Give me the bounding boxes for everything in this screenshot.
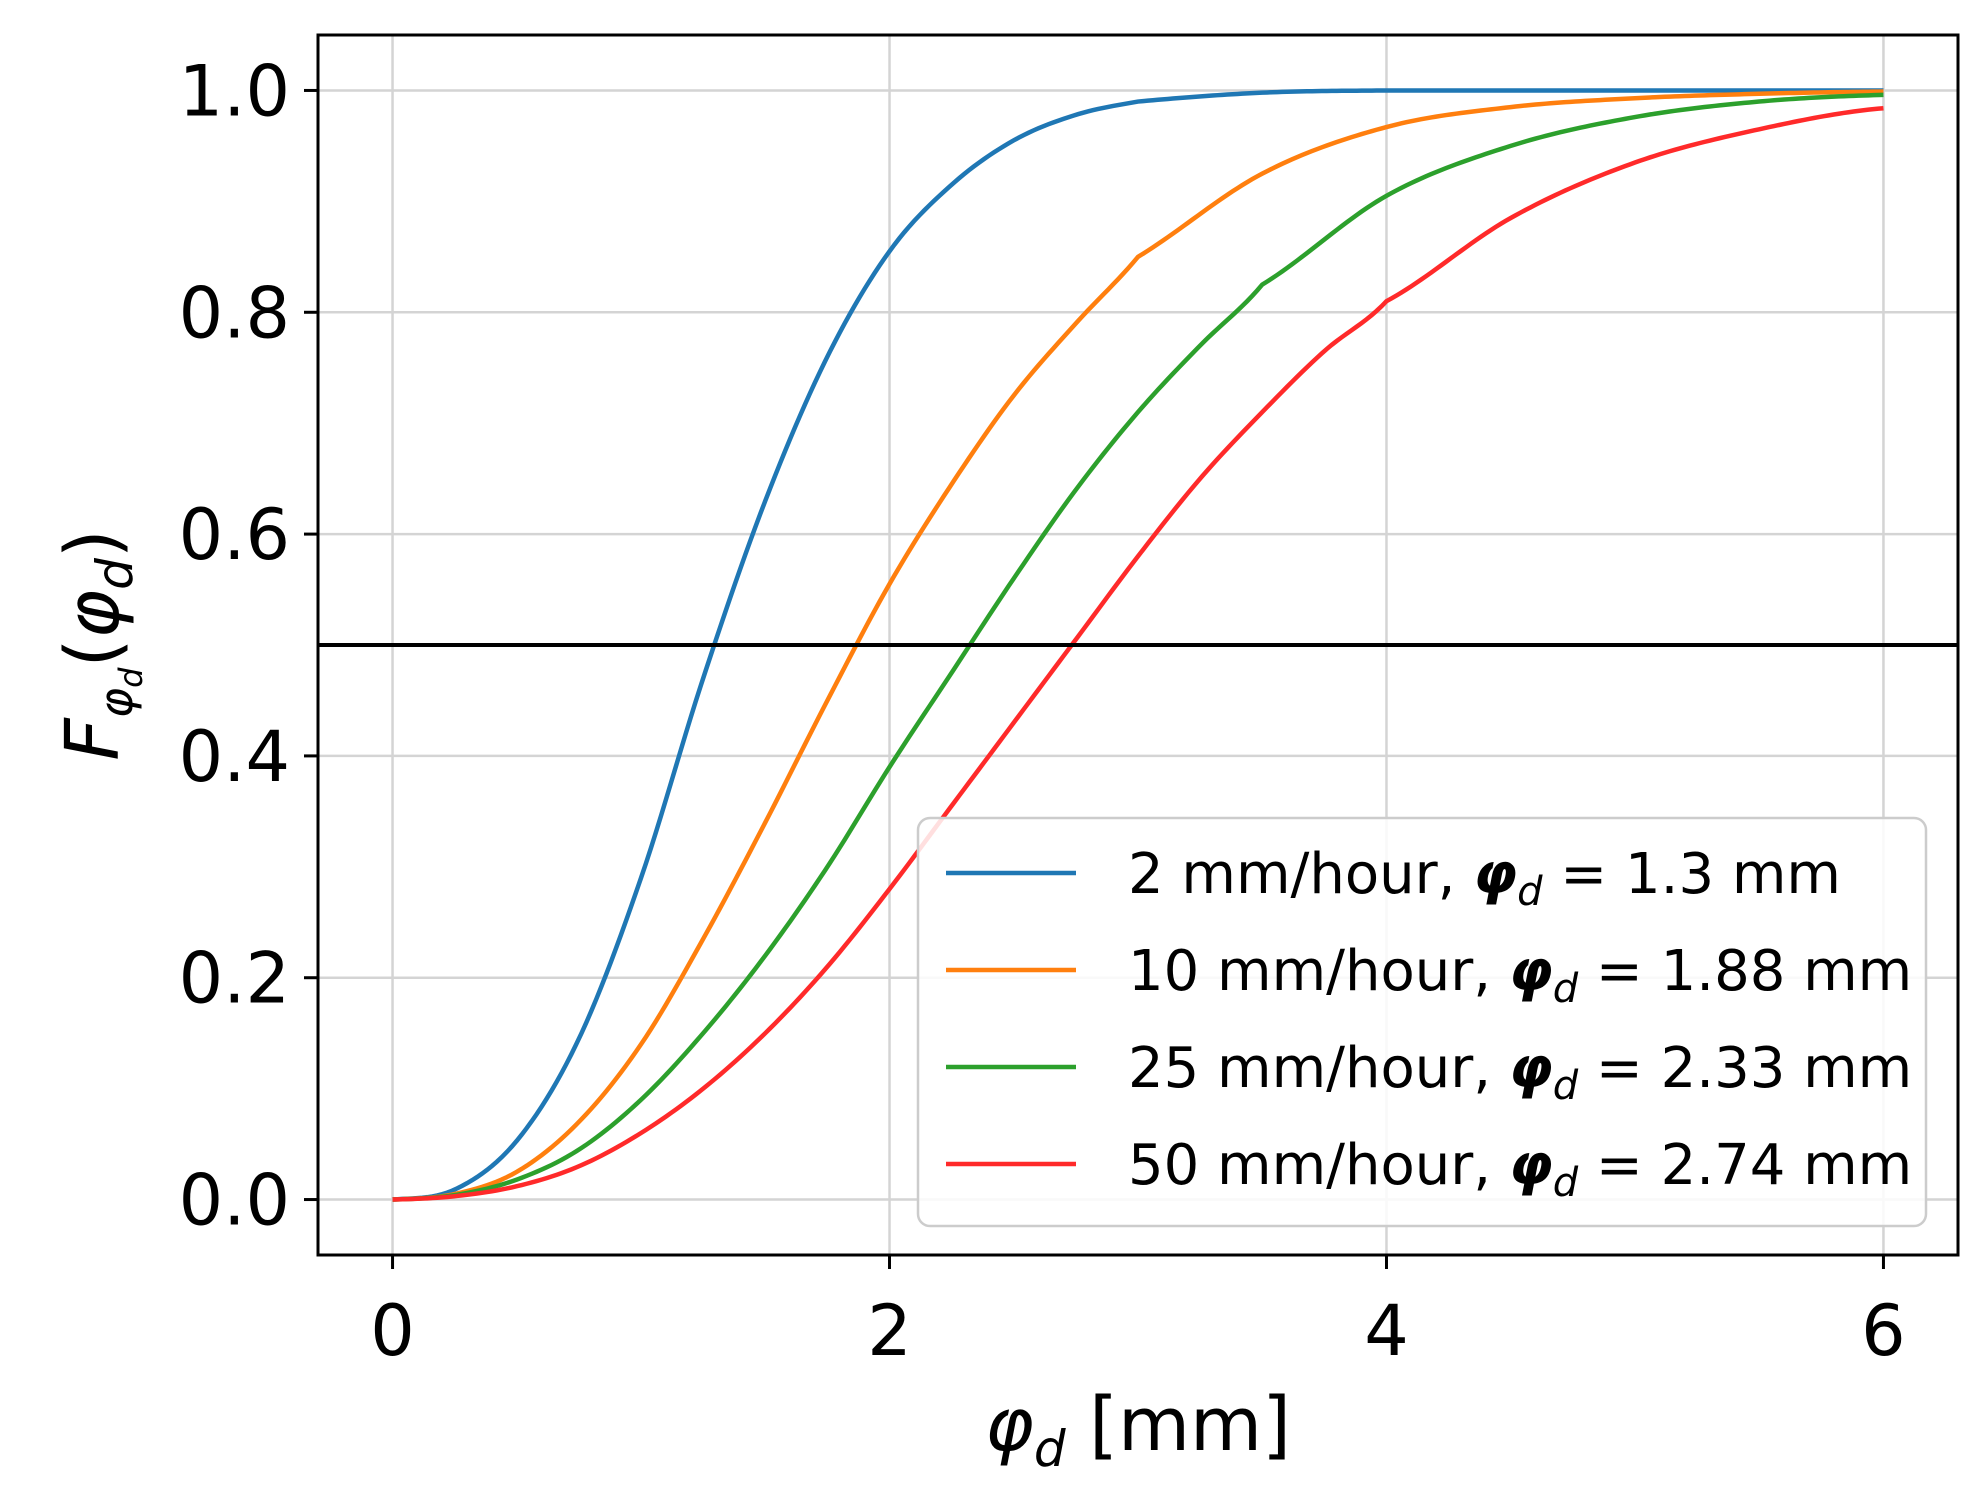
legend-label-phi-3: φ (1509, 1036, 1553, 1101)
x-tick-label-2: 2 (867, 1290, 912, 1372)
x-label-sub: d (1034, 1420, 1066, 1478)
series-line-1 (392, 88, 1884, 1202)
legend-label-2: 10 mm/hour, φd = 1.88 mm (1128, 939, 1912, 1012)
y-label-sub-d: d (112, 667, 150, 688)
series-line-4 (392, 105, 1884, 1202)
ticks: 0 2 4 6 0.0 0.2 0.4 0.6 0.8 1.0 (179, 50, 1906, 1372)
y-label-F: F (50, 717, 136, 761)
legend-box (916, 816, 1928, 1228)
x-tick-label-4: 4 (1364, 1290, 1409, 1372)
y-label-close: ) (50, 529, 136, 558)
series-line-2 (392, 89, 1884, 1202)
legend-label-3: 25 mm/hour, φd = 2.33 mm (1128, 1036, 1912, 1109)
legend-label-sub-3: d (1553, 1063, 1579, 1109)
legend-label-suffix-3: = 2.33 mm (1578, 1036, 1912, 1101)
legend-label-prefix-3: 25 mm/hour, (1128, 1036, 1509, 1101)
legend-label-4: 50 mm/hour, φd = 2.74 mm (1128, 1133, 1912, 1206)
legend-label-prefix-1: 2 mm/hour, (1128, 842, 1473, 907)
y-label-open: ( (50, 639, 136, 668)
legend-label-phi-4: φ (1509, 1133, 1553, 1198)
x-label-phi: φ (985, 1382, 1034, 1468)
y-tick-label-1.0: 1.0 (179, 50, 290, 132)
legend-label-phi-1: φ (1473, 842, 1517, 907)
series-line-3 (392, 92, 1884, 1202)
legend-label-prefix-2: 10 mm/hour, (1128, 939, 1509, 1004)
legend-label-1: 2 mm/hour, φd = 1.3 mm (1128, 842, 1841, 915)
x-label-unit: [mm] (1066, 1382, 1291, 1468)
y-axis-label: Fφd(φd) (50, 529, 150, 761)
legend-label-sub-1: d (1517, 869, 1543, 915)
y-label-sub-phi: φ (89, 688, 143, 718)
legend-label-suffix-4: = 2.74 mm (1578, 1133, 1912, 1198)
x-tick-label-0: 0 (370, 1290, 415, 1372)
series-lines (392, 88, 1884, 1202)
y-label-arg-phi: φ (50, 590, 136, 639)
y-tick-label-0.2: 0.2 (179, 938, 290, 1020)
legend-label-sub-2: d (1553, 966, 1579, 1012)
legend-label-sub-4: d (1553, 1160, 1579, 1206)
legend-label-phi-2: φ (1509, 939, 1553, 1004)
y-tick-label-0.0: 0.0 (179, 1160, 290, 1242)
legend-label-suffix-1: = 1.3 mm (1542, 842, 1840, 907)
y-tick-label-0.8: 0.8 (179, 272, 290, 354)
y-tick-label-0.4: 0.4 (179, 716, 290, 798)
legend-label-prefix-4: 50 mm/hour, (1128, 1133, 1509, 1198)
y-tick-label-0.6: 0.6 (179, 494, 290, 576)
y-label-arg-sub: d (86, 558, 144, 590)
legend-label-suffix-2: = 1.88 mm (1578, 939, 1912, 1004)
x-axis-label: φd [mm] (985, 1382, 1291, 1478)
x-tick-label-6: 6 (1861, 1290, 1906, 1372)
plot-frame (316, 33, 1960, 1257)
